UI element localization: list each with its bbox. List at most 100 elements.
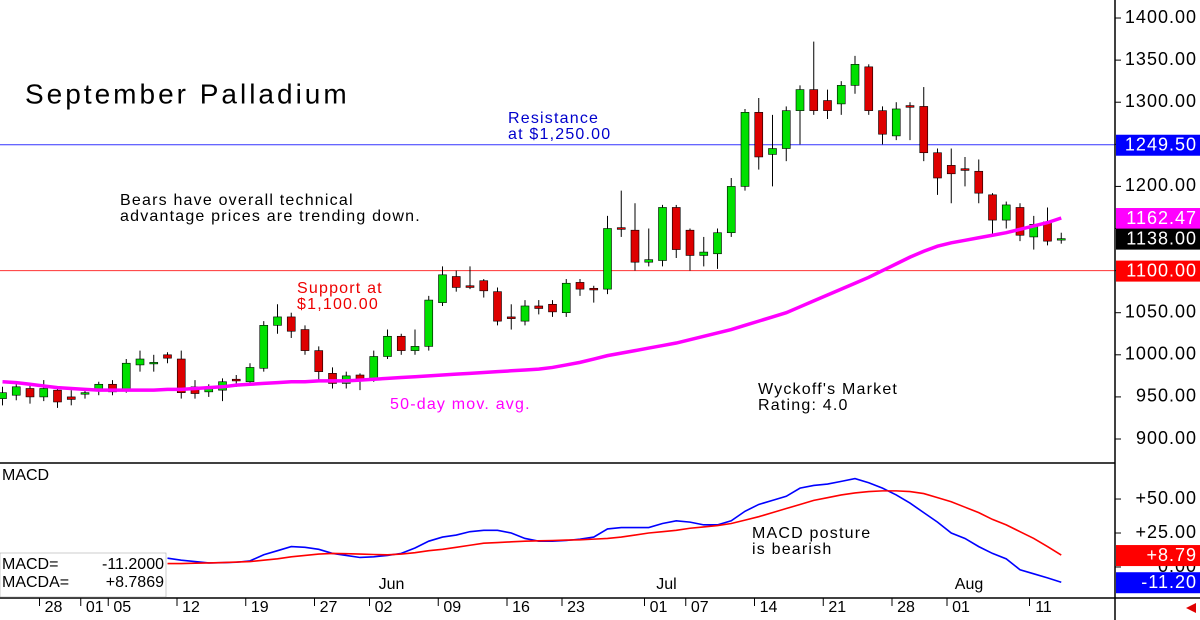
annotation: Rating: 4.0 [758, 397, 849, 414]
x-tick-label: 14 [760, 599, 778, 616]
annotation: Bears have overall technical [120, 192, 354, 209]
month-label: Aug [955, 576, 983, 593]
x-tick-label: 16 [512, 599, 530, 616]
candle-body [80, 392, 90, 395]
legend-name: MACD= [2, 556, 58, 573]
candle-body [424, 299, 434, 347]
macd-line [167, 490, 1062, 565]
price-marker [1116, 572, 1200, 594]
legend-name: MACDA= [2, 574, 69, 591]
candle-body [946, 165, 956, 175]
annotation: MACD posture [752, 525, 871, 542]
y-tick-label: 1200.00 [1125, 175, 1197, 195]
candle-body [163, 354, 172, 359]
candle-body [891, 108, 901, 137]
candle-body [768, 148, 777, 155]
candle-body [974, 170, 984, 194]
candle-body [713, 232, 722, 255]
x-tick-label: 12 [182, 599, 200, 616]
candle-body [149, 362, 159, 365]
month-label: Jun [379, 576, 405, 593]
candle-body [465, 285, 475, 288]
candle-body [864, 66, 874, 111]
scroll-arrow[interactable] [1186, 603, 1196, 613]
candle-body [286, 316, 296, 332]
candle-body [66, 396, 76, 400]
x-tick-label: 01 [650, 599, 668, 616]
candle-body [493, 291, 502, 322]
candle-body [11, 386, 21, 396]
x-tick-label: 23 [567, 599, 585, 616]
candle-body [300, 329, 310, 351]
candle-body [658, 207, 667, 261]
candle-body [273, 316, 282, 326]
price-marker [1116, 228, 1200, 250]
annotation: $1,100.00 [297, 296, 379, 313]
x-tick-label: 11 [1035, 599, 1052, 616]
price-marker-label: +8.79 [1146, 545, 1197, 565]
candle-body [1015, 207, 1025, 236]
x-tick-label: 27 [320, 599, 338, 616]
legend-value: +8.7869 [106, 574, 164, 591]
macd-panel [167, 477, 1062, 583]
candle-body [383, 335, 392, 357]
candle-body [809, 89, 819, 111]
annotation: advantage prices are trending down. [120, 208, 421, 225]
candle-body [589, 287, 599, 291]
y-tick-label: 1350.00 [1125, 49, 1197, 69]
candle-body [25, 388, 35, 398]
candle-body [919, 106, 929, 154]
price-panel [0, 41, 1115, 408]
price-marker-label: 1138.00 [1126, 228, 1197, 248]
candle-body [671, 207, 681, 250]
month-label: Jul [656, 576, 676, 593]
candle-body [616, 227, 626, 230]
candle-body [328, 373, 337, 384]
candle-body [630, 229, 640, 263]
candle-body [53, 389, 62, 403]
candle-body [905, 105, 915, 108]
candle-body [836, 85, 846, 105]
x-tick-label: 21 [828, 599, 846, 616]
x-tick-label: 02 [375, 599, 393, 616]
ma-label: 50-day mov. avg. [390, 396, 531, 413]
price-marker-label: 1162.47 [1126, 208, 1197, 228]
price-marker [1116, 545, 1200, 567]
candle-body [754, 112, 764, 158]
x-tick-label: 19 [251, 599, 269, 616]
candle-body [726, 186, 736, 234]
candle-body [781, 110, 791, 149]
annotation: is bearish [752, 541, 832, 558]
candle-body [534, 305, 544, 309]
candle-body [314, 350, 324, 372]
candle-body [259, 325, 269, 369]
candle-body [231, 378, 241, 382]
y-tick-label: +25.00 [1135, 522, 1197, 542]
y-tick-label: 900.00 [1136, 428, 1197, 448]
candle-body [575, 282, 585, 290]
candle-body [850, 64, 860, 86]
x-tick-label: 01 [952, 599, 970, 616]
chart-title: September Palladium [25, 78, 350, 109]
candle-body [548, 303, 557, 313]
price-marker-label: 1100.00 [1126, 260, 1197, 280]
candle-body [396, 335, 406, 351]
candle-body [506, 316, 516, 319]
moving-average [2, 216, 1062, 392]
y-tick-label: 1300.00 [1125, 91, 1197, 111]
candle-body [823, 100, 832, 111]
candle-body [933, 152, 942, 179]
x-tick-label: 05 [113, 599, 131, 616]
price-marker [1116, 260, 1200, 282]
candle-body [410, 346, 420, 351]
candle-body [438, 274, 447, 303]
candle-body [39, 388, 49, 398]
price-marker [1116, 208, 1200, 230]
annotation: Wyckoff's Market [758, 381, 898, 398]
candle-body [699, 251, 709, 256]
legend-box [0, 552, 167, 598]
candle-body [121, 362, 131, 391]
candle-body [603, 228, 612, 290]
annotation: at $1,250.00 [508, 126, 611, 143]
